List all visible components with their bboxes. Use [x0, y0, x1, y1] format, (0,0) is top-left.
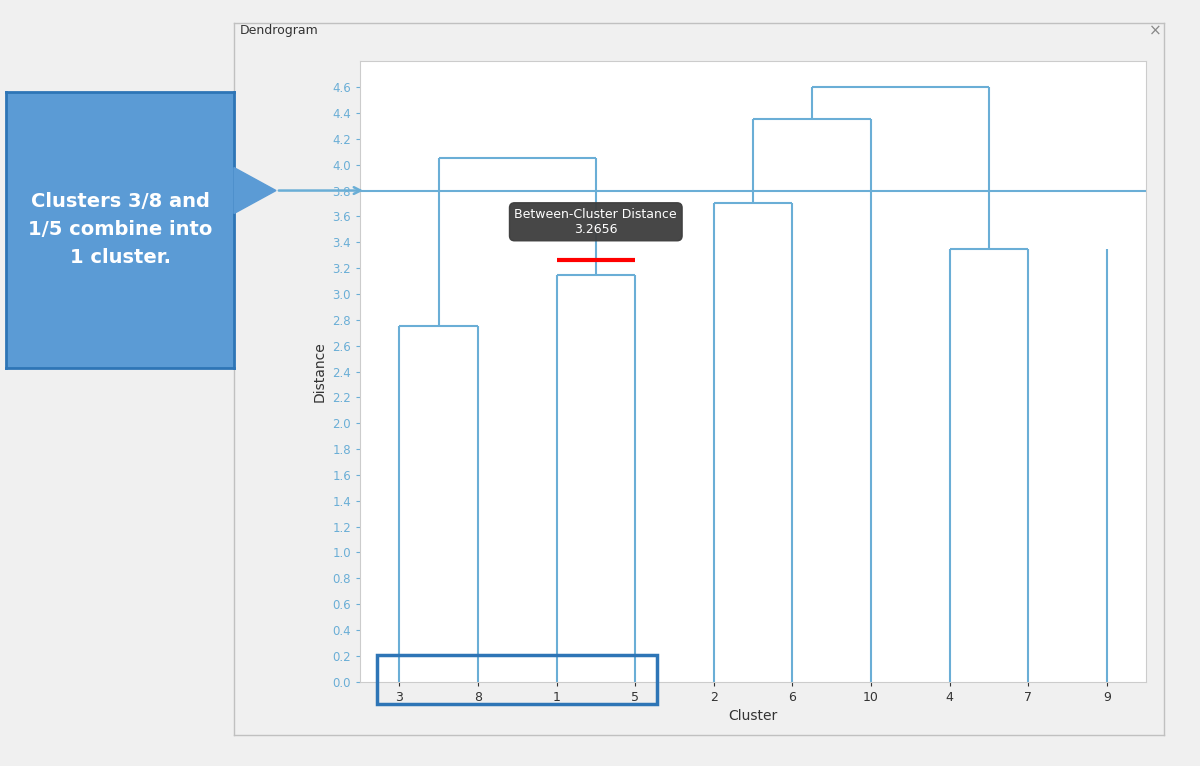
Text: Dendrogram: Dendrogram [240, 25, 319, 37]
Y-axis label: Distance: Distance [313, 341, 326, 402]
Text: ×: × [1148, 23, 1162, 38]
X-axis label: Cluster: Cluster [728, 709, 778, 723]
Text: Between-Cluster Distance
3.2656: Between-Cluster Distance 3.2656 [515, 208, 677, 236]
Text: Clusters 3/8 and
1/5 combine into
1 cluster.: Clusters 3/8 and 1/5 combine into 1 clus… [28, 192, 212, 267]
